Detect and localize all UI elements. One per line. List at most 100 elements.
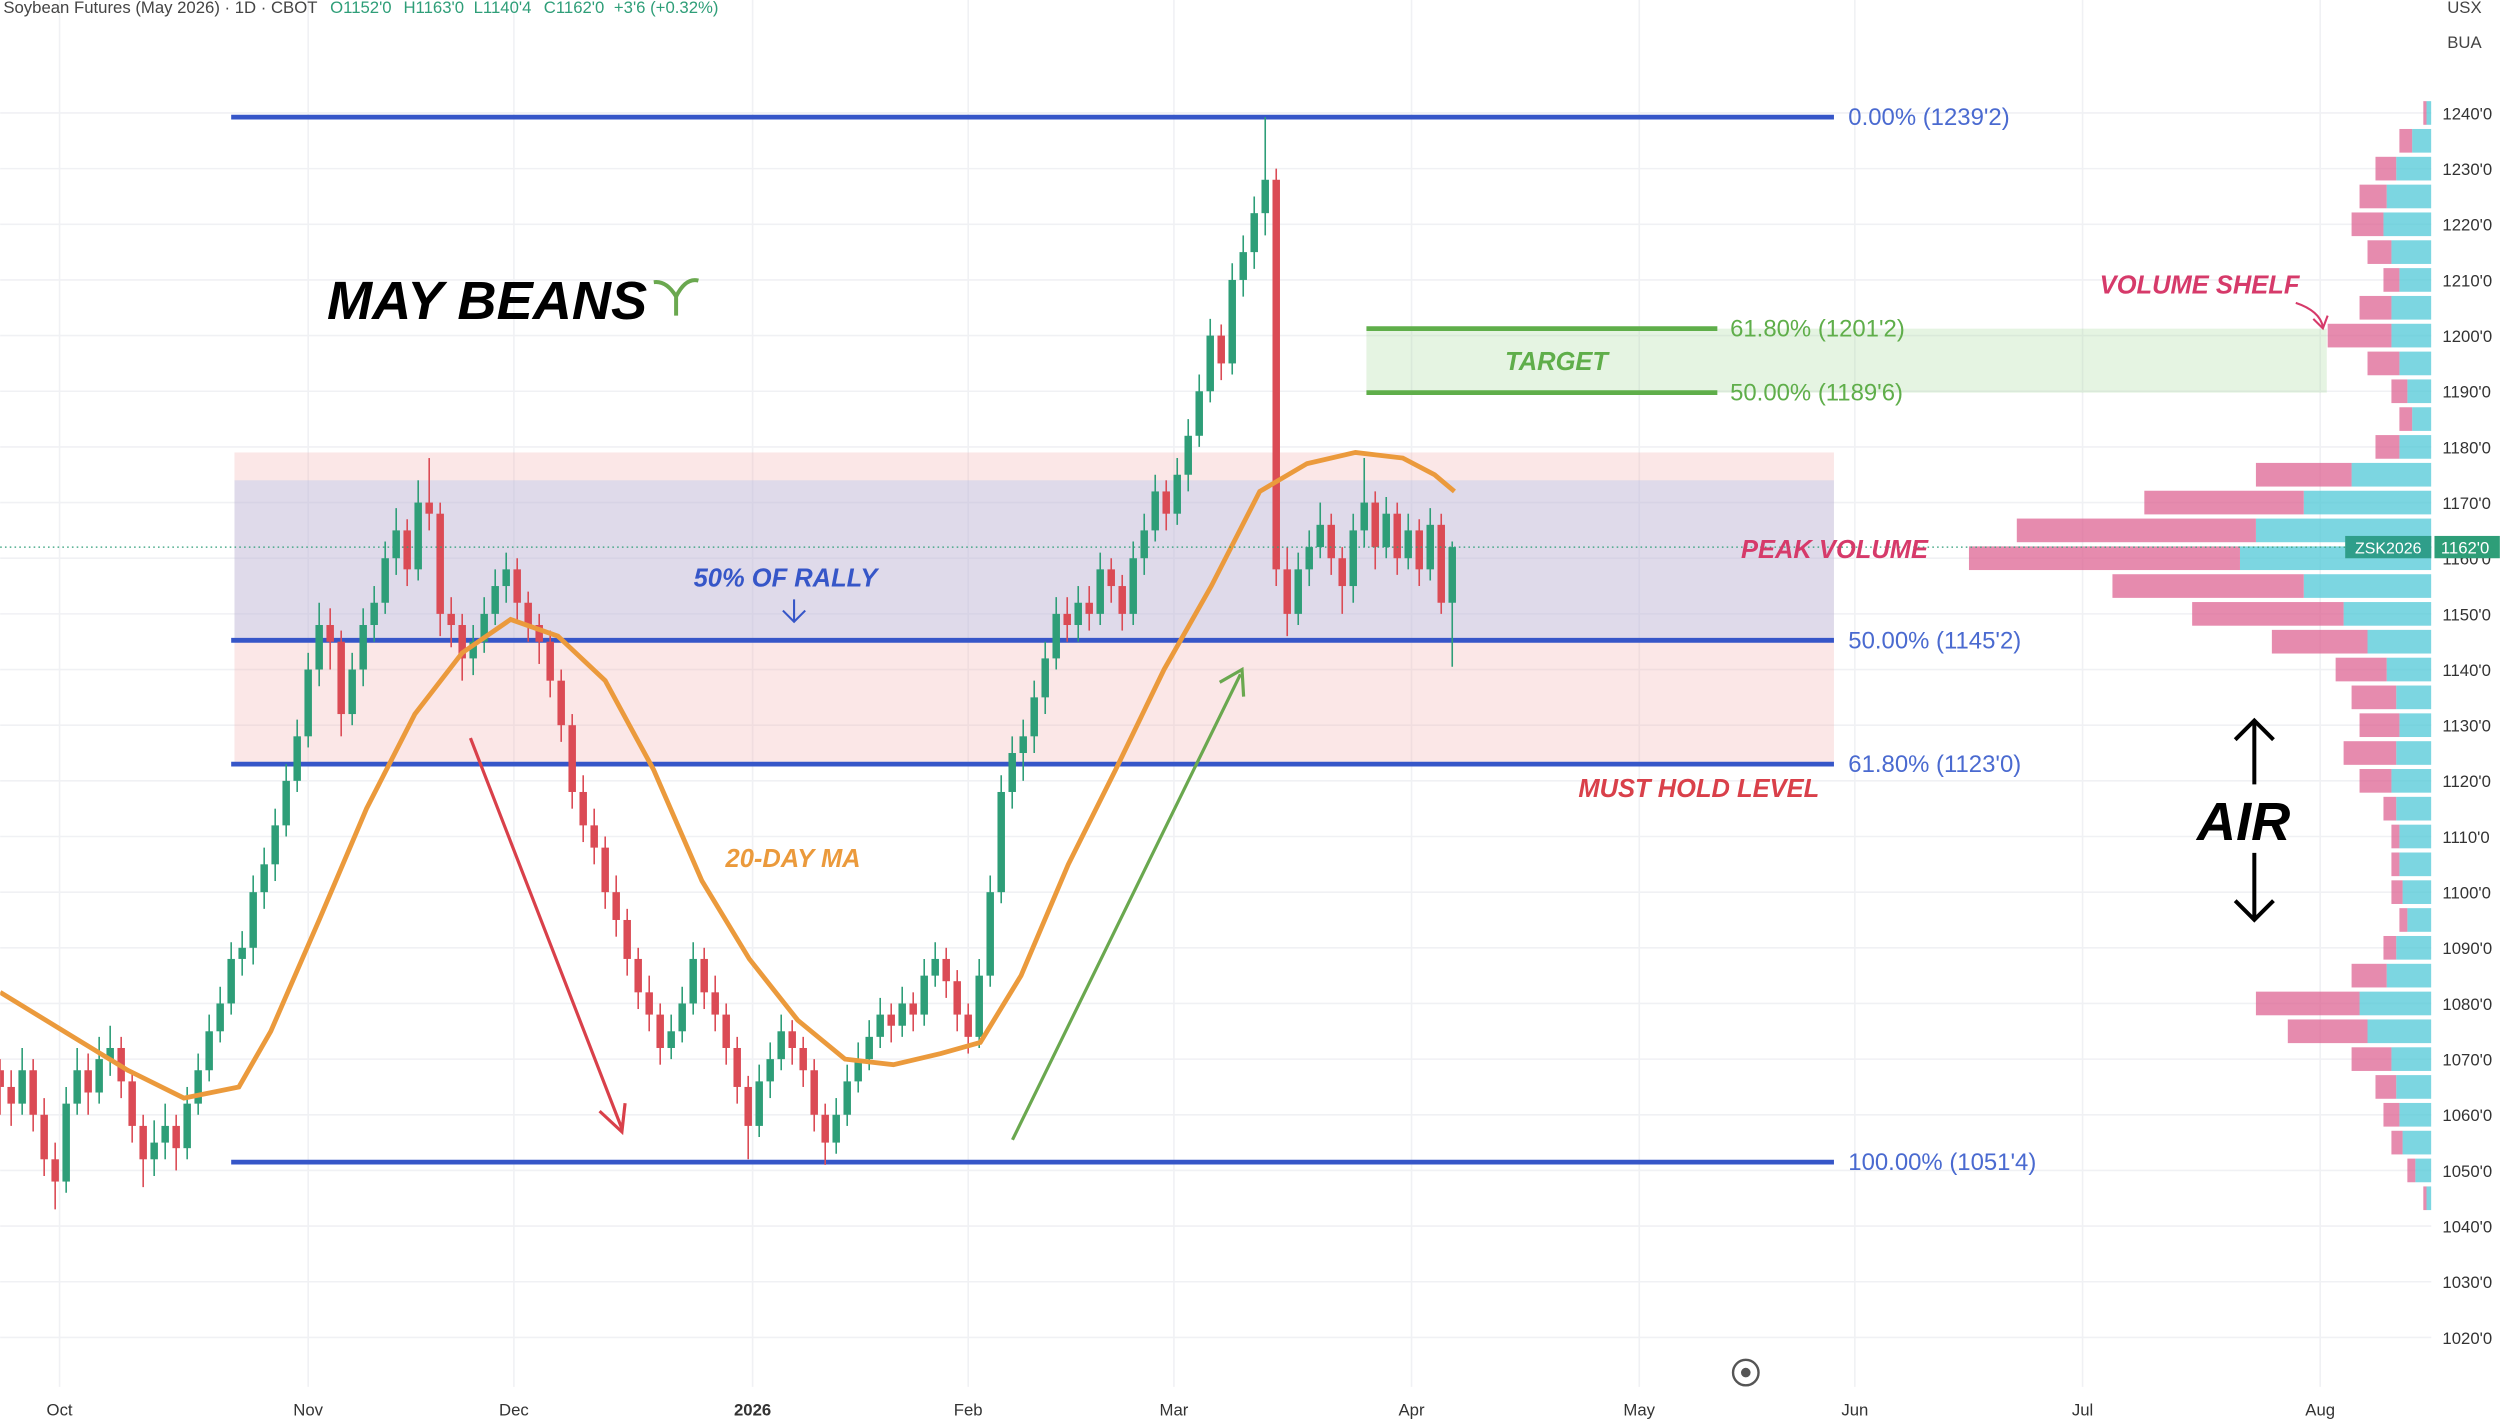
candle-body	[216, 1003, 224, 1032]
candle-body	[865, 1036, 873, 1060]
candle-body	[1393, 513, 1401, 559]
profile-up	[2359, 991, 2432, 1016]
x-tick-label: Mar	[1160, 1401, 1189, 1420]
profile-down	[2343, 741, 2397, 765]
profile-up	[2396, 741, 2432, 765]
profile-down	[2351, 685, 2397, 710]
profile-down	[2391, 379, 2408, 404]
profile-up	[2399, 852, 2432, 877]
high: H1163'0	[403, 0, 464, 17]
ticker-box	[2345, 535, 2432, 559]
profile-down	[2327, 323, 2392, 348]
profile-up	[2367, 629, 2432, 654]
rally-label: 50% OF RALLY	[694, 565, 880, 593]
y-tick-label: 1120'0	[2442, 772, 2490, 791]
y-tick-label: 1040'0	[2442, 1217, 2492, 1236]
profile-up	[2412, 128, 2432, 153]
x-tick-label: Oct	[47, 1401, 73, 1420]
x-tick-label: Feb	[954, 1401, 983, 1420]
zone	[234, 480, 1834, 641]
profile-up	[2391, 323, 2432, 348]
candle-body	[854, 1059, 862, 1082]
seedling-icon	[653, 278, 699, 316]
candle-body	[546, 641, 554, 681]
target-level-label: 50.00% (1189'6)	[1730, 380, 1903, 407]
profile-down	[2016, 518, 2256, 543]
candle-body	[1448, 547, 1456, 603]
profile-up	[2383, 212, 2432, 237]
candle-body	[62, 1103, 70, 1182]
profile-down	[2391, 852, 2400, 877]
candle-body	[1283, 569, 1291, 614]
profile-up	[2303, 490, 2432, 515]
candle-body	[1052, 613, 1060, 659]
candle-body	[777, 1031, 785, 1060]
candle-body	[1206, 335, 1214, 392]
candle-body	[1404, 530, 1412, 559]
profile-up	[2343, 602, 2432, 626]
candle-body	[1030, 697, 1038, 737]
candle-body	[953, 981, 961, 1015]
candle-body	[1118, 586, 1126, 614]
up-arrow	[1011, 666, 1246, 1141]
candle-body	[667, 1031, 675, 1048]
candle-body	[139, 1125, 147, 1160]
candle-body	[1107, 569, 1115, 587]
candle-body	[1305, 547, 1313, 570]
candle-body	[271, 825, 279, 865]
profile-down	[2407, 1158, 2416, 1183]
y-tick-label: 1180'0	[2442, 438, 2490, 457]
air-label: AIR	[2195, 792, 2290, 852]
candle-body	[1085, 602, 1093, 614]
profile-up	[2303, 574, 2432, 598]
y-tick-label: 1140'0	[2442, 661, 2490, 680]
profile-down	[2359, 184, 2387, 209]
candle-body	[744, 1086, 752, 1126]
y-tick-label: 1090'0	[2442, 939, 2492, 958]
unit: BUA	[2447, 33, 2482, 52]
candle-body	[183, 1103, 191, 1149]
y-tick-label: 1060'0	[2442, 1106, 2492, 1125]
last-price-label: 1162'0	[2441, 538, 2489, 557]
candle-body	[1239, 252, 1247, 280]
candle-body	[249, 892, 257, 948]
profile-down	[2192, 602, 2344, 626]
candle-body	[293, 736, 301, 781]
fib-label: 100.00% (1051'4)	[1848, 1149, 2036, 1176]
profile-down	[2423, 101, 2427, 125]
candle-body	[0, 1070, 4, 1087]
profile-up	[2402, 1130, 2432, 1155]
profile-up	[2399, 435, 2432, 459]
candle-body	[414, 502, 422, 570]
x-tick-label: Apr	[1399, 1401, 1425, 1420]
profile-down	[2351, 212, 2384, 237]
candle-body	[557, 680, 565, 726]
profile-up	[2415, 1158, 2432, 1183]
candle-body	[1415, 530, 1423, 570]
profile-up	[2386, 963, 2432, 988]
profile-up	[2391, 769, 2432, 793]
profile-down	[2399, 407, 2413, 431]
profile-down	[2255, 991, 2360, 1016]
y-tick-label: 1110'0	[2442, 828, 2489, 847]
y-tick-label: 1070'0	[2442, 1050, 2492, 1069]
candle-body	[458, 625, 466, 659]
y-tick-label: 1200'0	[2442, 327, 2492, 346]
profile-up	[2402, 880, 2432, 904]
air-arrows	[2233, 717, 2275, 923]
profile-down	[2359, 713, 2400, 738]
candle-body	[1360, 502, 1368, 531]
profile-down	[2391, 824, 2400, 849]
profile-down	[2287, 1019, 2368, 1044]
candle-body	[876, 1014, 884, 1037]
candle-body	[95, 1059, 103, 1093]
candle-body	[623, 919, 631, 959]
reset-icon[interactable]	[1731, 1358, 1760, 1387]
profile-up	[2367, 1019, 2432, 1044]
y-tick-label: 1190'0	[2442, 383, 2490, 402]
symbol: Soybean Futures (May 2026) · 1D · CBOT	[3, 0, 317, 17]
candle-body	[1041, 658, 1049, 698]
candle-body	[887, 1014, 895, 1026]
candle-body	[733, 1047, 741, 1087]
